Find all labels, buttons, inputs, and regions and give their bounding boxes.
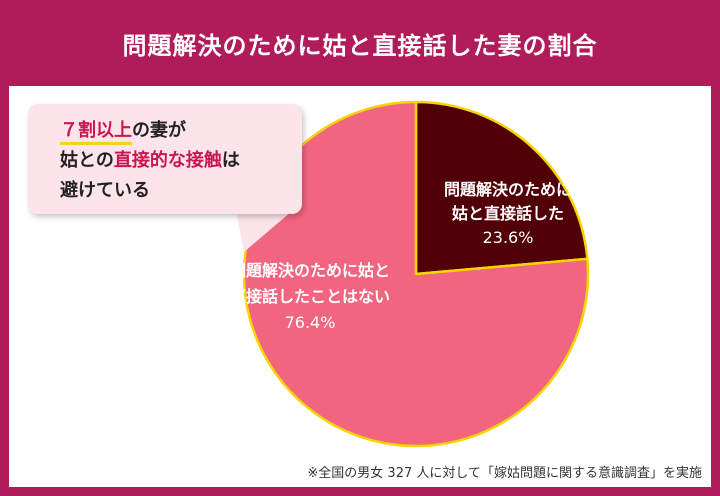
callout-text: ７割以上の妻が 姑との直接的な接触は 避けている (60, 116, 240, 206)
callout-highlight-ratio: ７割以上 (60, 120, 132, 145)
callout-line-2: 姑との直接的な接触は (60, 146, 240, 176)
pie-slice-not-talked (242, 100, 590, 448)
callout-line-1: ７割以上の妻が (60, 116, 240, 146)
callout-tail (236, 211, 292, 252)
callout-line-2-post: は (221, 150, 240, 171)
slice-label-talked-line2: 姑と直接話した (451, 204, 564, 223)
callout-line-1-rest: の妻が (132, 120, 186, 141)
callout-bubble (28, 104, 302, 214)
slice-label-talked-line1: 問題解決のために (443, 180, 572, 199)
callout-highlight-contact: 直接的な接触 (113, 150, 222, 171)
footnote: ※全国の男女 327 人に対して「嫁姑問題に関する意識調査」を実施 (307, 466, 702, 481)
page-title: 問題解決のために姑と直接話した妻の割合 (122, 31, 598, 60)
slice-label-not-talked-line2: 直接話したことはない (229, 287, 390, 306)
slice-label-not-talked-line1: 問題解決のために姑と (229, 261, 390, 280)
slice-value-talked: 23.6% (482, 228, 534, 247)
callout-line-2-pre: 姑との (60, 150, 114, 171)
slice-label-talked: 問題解決のために 姑と直接話した 23.6% (420, 178, 596, 250)
slice-value-not-talked: 76.4% (284, 313, 336, 332)
callout-line-3: 避けている (60, 180, 150, 201)
pie-slice-talked (414, 100, 589, 276)
slice-label-not-talked: 問題解決のために姑と 直接話したことはない 76.4% (204, 258, 416, 336)
